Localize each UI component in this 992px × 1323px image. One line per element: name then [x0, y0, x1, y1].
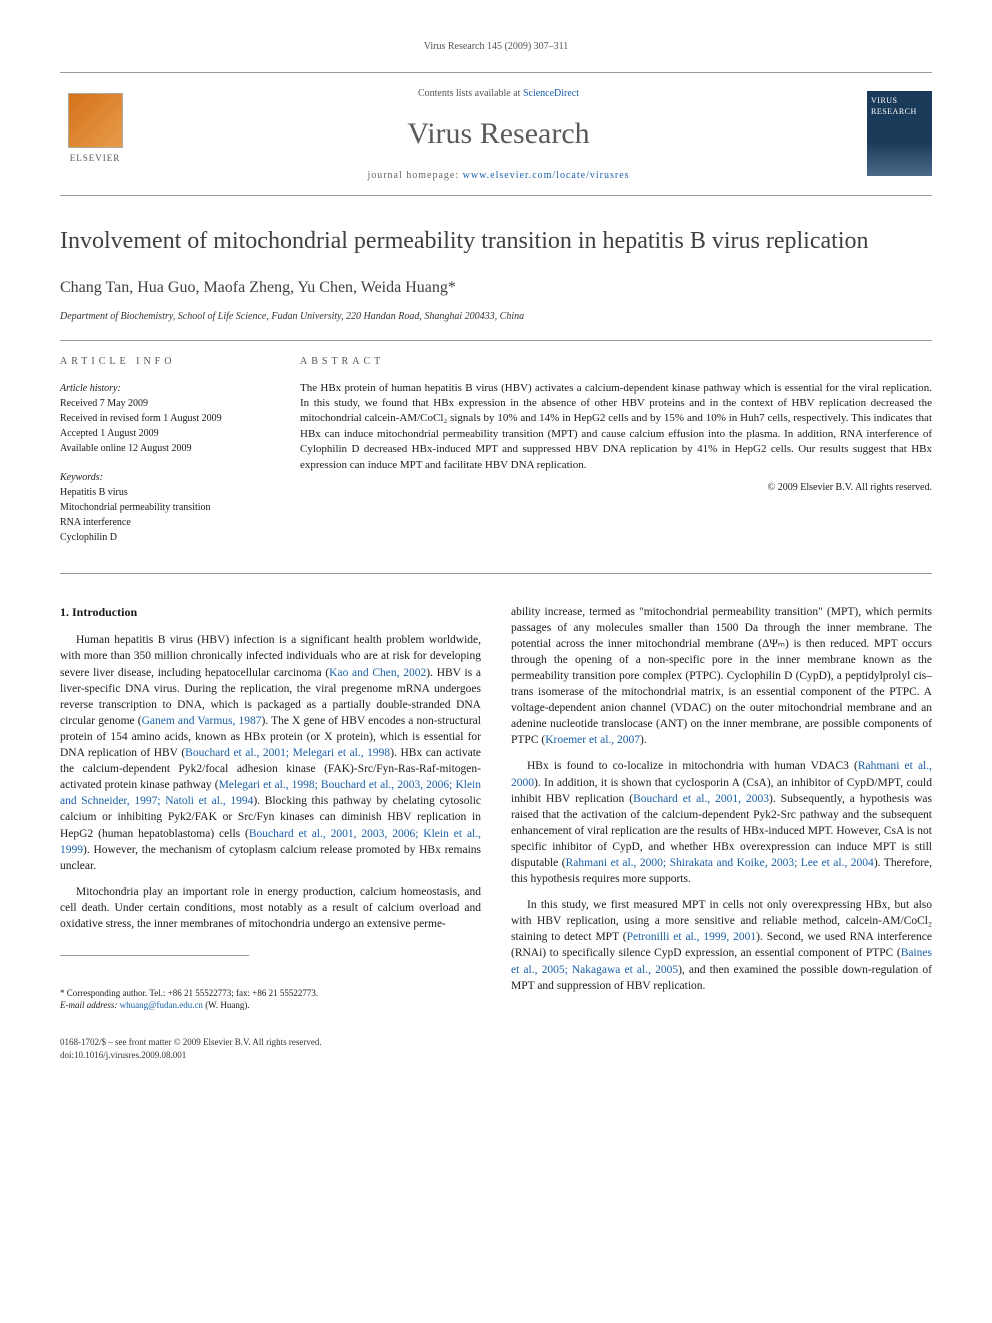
- page-footer: 0168-1702/$ – see front matter © 2009 El…: [60, 1036, 932, 1061]
- keyword-1: Hepatitis B virus: [60, 485, 280, 500]
- ref-ganem-varmus[interactable]: Ganem and Varmus, 1987: [142, 715, 262, 727]
- email-suffix: (W. Huang).: [203, 1000, 250, 1010]
- intro-para-1: Human hepatitis B virus (HBV) infection …: [60, 632, 481, 873]
- homepage-prefix: journal homepage:: [367, 170, 462, 181]
- body-text: 1. Introduction Human hepatitis B virus …: [60, 604, 932, 1012]
- sd-prefix: Contents lists available at: [418, 88, 523, 99]
- homepage-line: journal homepage: www.elsevier.com/locat…: [130, 169, 867, 183]
- history-heading: Article history:: [60, 381, 280, 396]
- ref-rahmani-shirakata-lee[interactable]: Rahmani et al., 2000; Shirakata and Koik…: [566, 857, 874, 869]
- intro-para-2: Mitochondria play an important role in e…: [60, 884, 481, 932]
- email-line: E-mail address: whuang@fudan.edu.cn (W. …: [60, 999, 481, 1012]
- corresponding-footnote: * Corresponding author. Tel.: +86 21 555…: [60, 987, 481, 1012]
- keywords-block: Keywords: Hepatitis B virus Mitochondria…: [60, 470, 280, 545]
- citation-header: Virus Research 145 (2009) 307–311: [60, 40, 932, 54]
- abstract-text: The HBx protein of human hepatitis B vir…: [300, 381, 932, 473]
- abstract-column: abstract The HBx protein of human hepati…: [300, 341, 932, 573]
- affiliation: Department of Biochemistry, School of Li…: [60, 310, 932, 324]
- right-column: ability increase, termed as "mitochondri…: [511, 604, 932, 1012]
- publisher-name: ELSEVIER: [70, 152, 121, 165]
- sciencedirect-line: Contents lists available at ScienceDirec…: [130, 87, 867, 101]
- homepage-url[interactable]: www.elsevier.com/locate/virusres: [463, 170, 630, 181]
- author-list: Chang Tan, Hua Guo, Maofa Zheng, Yu Chen…: [60, 277, 932, 299]
- history-revised: Received in revised form 1 August 2009: [60, 411, 280, 426]
- keyword-3: RNA interference: [60, 515, 280, 530]
- cover-label: VIRUS RESEARCH: [871, 95, 928, 117]
- article-title: Involvement of mitochondrial permeabilit…: [60, 226, 932, 257]
- info-abstract-row: article info Article history: Received 7…: [60, 340, 932, 574]
- history-accepted: Accepted 1 August 2009: [60, 426, 280, 441]
- sciencedirect-link[interactable]: ScienceDirect: [523, 88, 579, 99]
- footnote-separator: [60, 955, 249, 956]
- ref-petronilli[interactable]: Petronilli et al., 1999, 2001: [627, 931, 757, 943]
- issn-line: 0168-1702/$ – see front matter © 2009 El…: [60, 1036, 932, 1049]
- abstract-copyright: © 2009 Elsevier B.V. All rights reserved…: [300, 481, 932, 495]
- history-online: Available online 12 August 2009: [60, 441, 280, 456]
- col2-para-1: ability increase, termed as "mitochondri…: [511, 604, 932, 749]
- ref-kroemer[interactable]: Kroemer et al., 2007: [545, 734, 640, 746]
- intro-heading: 1. Introduction: [60, 604, 481, 621]
- journal-info: Contents lists available at ScienceDirec…: [130, 83, 867, 183]
- article-info-column: article info Article history: Received 7…: [60, 341, 300, 573]
- elsevier-tree-icon: [68, 93, 123, 148]
- journal-title: Virus Research: [130, 113, 867, 155]
- journal-header: ELSEVIER Contents lists available at Sci…: [60, 72, 932, 196]
- ref-bouchard-2001-2003[interactable]: Bouchard et al., 2001, 2003: [633, 793, 769, 805]
- corresponding-author: * Corresponding author. Tel.: +86 21 555…: [60, 987, 481, 1000]
- doi-line: doi:10.1016/j.virusres.2009.08.001: [60, 1049, 932, 1062]
- history-received: Received 7 May 2009: [60, 396, 280, 411]
- journal-cover-thumb: VIRUS RESEARCH: [867, 91, 932, 176]
- keyword-4: Cyclophilin D: [60, 530, 280, 545]
- left-column: 1. Introduction Human hepatitis B virus …: [60, 604, 481, 1012]
- col2-para-2: HBx is found to co-localize in mitochond…: [511, 758, 932, 887]
- col2-para-3: In this study, we first measured MPT in …: [511, 897, 932, 994]
- ref-bouchard-melegari[interactable]: Bouchard et al., 2001; Melegari et al., …: [185, 747, 390, 759]
- ref-kao-chen[interactable]: Kao and Chen, 2002: [329, 667, 426, 679]
- abstract-label: abstract: [300, 355, 932, 369]
- publisher-logo: ELSEVIER: [60, 93, 130, 173]
- email-link[interactable]: whuang@fudan.edu.cn: [120, 1000, 203, 1010]
- keyword-2: Mitochondrial permeability transition: [60, 500, 280, 515]
- email-label: E-mail address:: [60, 1000, 120, 1010]
- article-history: Article history: Received 7 May 2009 Rec…: [60, 381, 280, 456]
- keywords-heading: Keywords:: [60, 470, 280, 485]
- info-label: article info: [60, 355, 280, 369]
